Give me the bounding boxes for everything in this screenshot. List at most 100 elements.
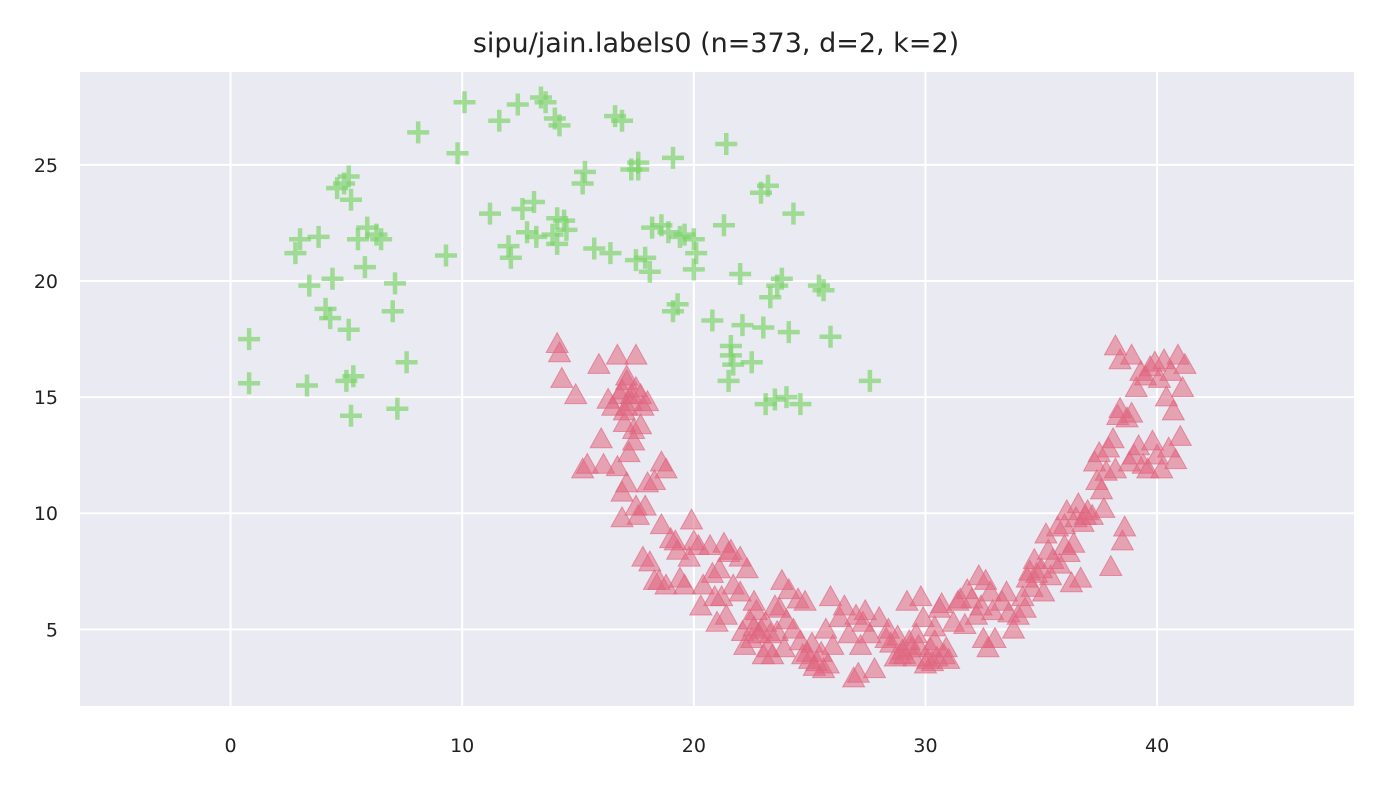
data-point-plus — [340, 404, 363, 427]
data-point-triangle — [575, 452, 600, 474]
data-point-triangle — [818, 584, 843, 607]
data-point-triangle — [848, 633, 873, 655]
data-point-triangle — [814, 617, 838, 639]
data-point-triangle — [1170, 375, 1195, 398]
data-point-triangle — [633, 494, 658, 516]
data-point-plus — [555, 218, 578, 241]
data-point-triangle — [832, 594, 857, 616]
data-point-plus — [337, 318, 360, 341]
data-point-plus — [729, 263, 752, 286]
data-point-plus — [284, 242, 307, 265]
data-point-triangle — [816, 652, 841, 674]
data-point-plus — [534, 91, 557, 114]
data-point-triangle — [649, 512, 674, 535]
chart-title: sipu/jain.labels0 (n=373, d=2, k=2) — [473, 28, 959, 59]
data-point-triangle — [858, 621, 882, 644]
data-point-plus — [701, 309, 724, 332]
data-point-triangle — [1119, 401, 1144, 423]
data-point-triangle — [1001, 617, 1026, 639]
y-axis-ticks: 5 10 15 20 25 — [34, 155, 58, 641]
x-axis-ticks: 0 10 20 30 40 — [225, 735, 1170, 757]
data-point-triangle — [691, 573, 715, 595]
y-tick-label: 25 — [34, 155, 58, 177]
data-point-plus — [583, 237, 606, 260]
data-point-triangle — [714, 603, 739, 625]
data-point-plus — [789, 393, 812, 416]
data-point-triangle — [735, 556, 759, 579]
data-point-triangle — [637, 549, 662, 572]
data-point-triangle — [1101, 426, 1125, 449]
data-point-plus — [386, 397, 409, 420]
data-point-plus — [634, 246, 657, 269]
data-point-plus — [682, 228, 705, 251]
data-point-plus — [770, 267, 793, 290]
data-point-plus — [638, 260, 661, 283]
data-point-triangle — [776, 577, 801, 600]
x-tick-label: 40 — [1145, 735, 1169, 757]
data-point-triangle — [936, 647, 961, 669]
data-point-triangle — [728, 580, 753, 602]
data-point-triangle — [1110, 529, 1135, 551]
data-point-plus — [365, 223, 388, 246]
data-point-plus — [337, 165, 360, 188]
data-point-plus — [807, 274, 830, 297]
data-point-triangle — [800, 631, 824, 653]
data-point-triangle — [707, 556, 732, 579]
data-point-triangle — [1098, 554, 1123, 576]
data-point-plus — [353, 256, 376, 279]
data-point-plus — [712, 214, 735, 237]
x-tick-label: 10 — [450, 735, 474, 757]
data-point-triangle — [549, 366, 574, 388]
data-point-plus — [719, 335, 742, 358]
data-point-plus — [611, 109, 634, 132]
data-point-triangle — [1031, 580, 1056, 602]
data-point-plus — [546, 232, 569, 255]
data-point-triangle — [563, 382, 588, 405]
data-point-plus — [384, 272, 407, 295]
data-point-plus — [759, 286, 782, 309]
data-point-plus — [775, 386, 798, 409]
data-point-triangle — [624, 343, 648, 365]
data-point-plus — [307, 225, 330, 248]
y-tick-label: 10 — [34, 503, 58, 525]
data-point-triangle — [1124, 375, 1149, 398]
x-tick-label: 20 — [682, 735, 706, 757]
data-point-triangle — [1119, 343, 1144, 365]
data-point-plus — [319, 307, 342, 330]
data-point-plus — [740, 351, 763, 374]
data-point-plus — [812, 279, 835, 302]
data-point-plus — [685, 242, 708, 265]
data-point-plus — [346, 228, 369, 251]
data-point-plus — [573, 160, 596, 183]
series-triangle — [545, 331, 1197, 688]
data-point-plus — [571, 172, 594, 195]
y-tick-label: 20 — [34, 271, 58, 293]
data-point-plus — [529, 86, 552, 109]
data-point-plus — [523, 191, 546, 214]
data-point-plus — [731, 314, 754, 337]
data-point-plus — [661, 146, 684, 169]
x-tick-label: 30 — [913, 735, 937, 757]
data-point-plus — [682, 258, 705, 281]
data-point-triangle — [628, 412, 653, 435]
data-point-plus — [238, 372, 261, 395]
data-point-plus — [599, 242, 622, 265]
data-point-triangle — [744, 598, 769, 621]
data-point-triangle — [677, 545, 702, 567]
data-point-plus — [717, 369, 740, 392]
data-point-triangle — [1163, 447, 1188, 470]
y-tick-label: 15 — [34, 387, 58, 409]
data-point-triangle — [853, 598, 878, 621]
data-point-triangle — [617, 440, 641, 463]
data-point-plus — [756, 174, 779, 197]
data-point-plus — [499, 246, 522, 269]
data-point-triangle — [1047, 552, 1072, 574]
data-point-plus — [321, 267, 344, 290]
data-point-plus — [446, 142, 469, 165]
data-point-plus — [763, 388, 786, 411]
data-point-plus — [298, 274, 321, 297]
data-point-triangle — [1168, 424, 1193, 446]
data-point-triangle — [1089, 477, 1114, 500]
data-point-triangle — [672, 573, 697, 595]
data-point-triangle — [765, 619, 790, 641]
